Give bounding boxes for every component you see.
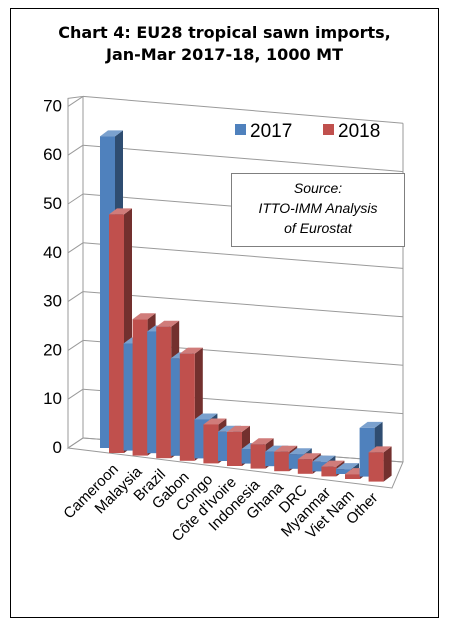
gridline-side-60 bbox=[67, 144, 84, 156]
source-line-1: Source: bbox=[293, 180, 343, 196]
source-line-2: ITTO-IMM Analysis bbox=[258, 200, 378, 216]
bar-2018 bbox=[368, 446, 392, 482]
source-line-3: of Eurostat bbox=[284, 220, 352, 236]
legend-item: 2017 bbox=[235, 121, 292, 142]
legend-swatch bbox=[323, 124, 334, 135]
gridline-30 bbox=[82, 291, 404, 318]
y-tick-label: 40 bbox=[43, 243, 62, 262]
gridline-side-20 bbox=[67, 339, 84, 351]
legend: 2017 2018 bbox=[235, 121, 380, 142]
gridline-side-30 bbox=[67, 291, 84, 303]
y-tick-label: 0 bbox=[53, 438, 62, 457]
legend-item: 2018 bbox=[323, 121, 380, 142]
chart-title-line-1: Chart 4: EU28 tropical sawn imports, bbox=[58, 23, 391, 42]
gridline-side-50 bbox=[67, 193, 84, 205]
gridline-side-70 bbox=[67, 95, 84, 107]
bars bbox=[100, 130, 392, 482]
chart-title-line-2: Jan-Mar 2017-18, 1000 MT bbox=[106, 45, 343, 64]
chart-frame bbox=[10, 8, 439, 618]
source-annotation: Source: ITTO-IMM Analysis of Eurostat bbox=[231, 173, 405, 247]
y-tick-label: 60 bbox=[43, 145, 62, 164]
gridline-side-40 bbox=[67, 242, 84, 254]
legend-swatch bbox=[235, 124, 246, 135]
legend-label: 2018 bbox=[338, 121, 380, 142]
side-wall bbox=[67, 95, 84, 449]
gridline-40 bbox=[82, 242, 404, 269]
gridline-side-0 bbox=[67, 437, 84, 449]
gridline-side-10 bbox=[67, 388, 84, 400]
y-tick-label: 50 bbox=[43, 194, 62, 213]
gridline-70 bbox=[82, 95, 404, 124]
y-tick-label: 10 bbox=[43, 389, 62, 408]
y-tick-label: 20 bbox=[43, 340, 62, 359]
chart-title: Chart 4: EU28 tropical sawn imports, Jan… bbox=[10, 22, 439, 66]
y-tick-label: 30 bbox=[43, 292, 62, 311]
legend-label: 2017 bbox=[250, 121, 292, 142]
gridline-60 bbox=[82, 144, 404, 173]
y-tick-label: 70 bbox=[43, 96, 62, 115]
